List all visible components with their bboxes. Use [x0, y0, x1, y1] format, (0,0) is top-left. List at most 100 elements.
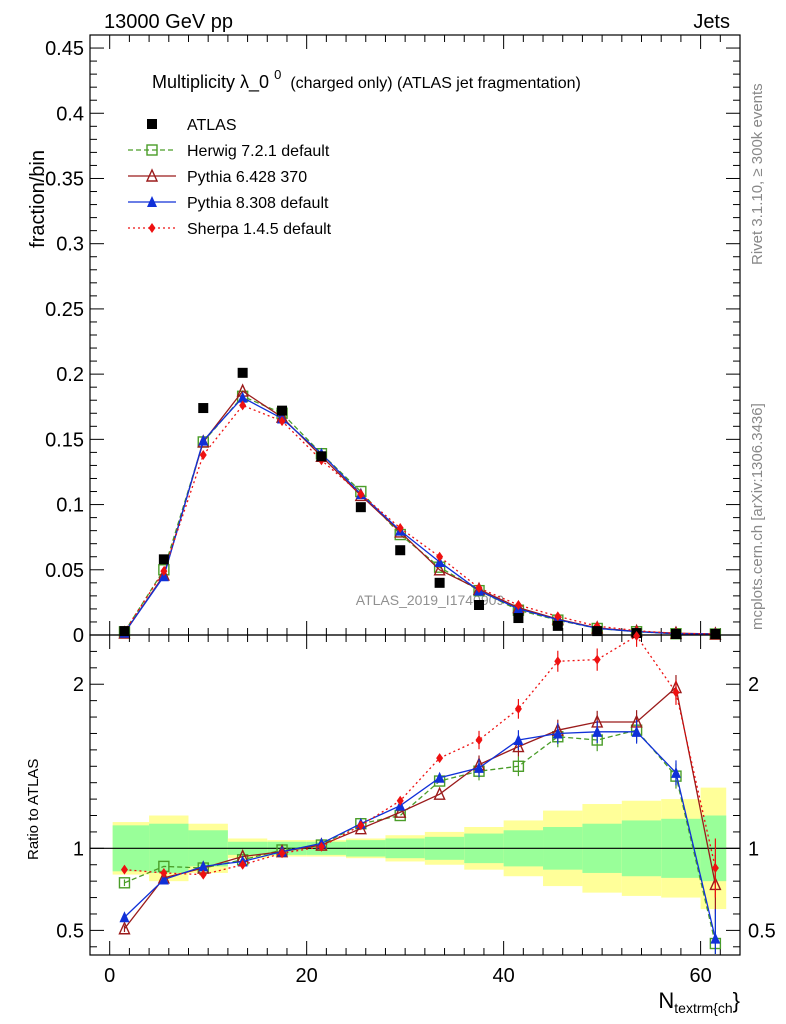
- data-point-atlas: [198, 403, 209, 414]
- data-point-sherpa-1-4-5-default: [160, 566, 168, 577]
- ratio-point-pythia-8-308-default: [158, 873, 169, 885]
- legend-label-atlas: ATLAS: [187, 117, 237, 134]
- ratio-line-sherpa-1-4-5-default: [124, 635, 717, 876]
- ratio-point-pythia-8-308-default: [513, 734, 524, 746]
- data-point-atlas: [474, 600, 485, 610]
- main-y-tick-label: 0.25: [45, 299, 84, 321]
- ratio-point-pythia-8-308-default: [474, 761, 485, 773]
- ratio-point-sherpa-1-4-5-default: [160, 867, 168, 878]
- data-point-atlas: [670, 629, 681, 639]
- ratio-series-group: [118, 631, 722, 954]
- x-tick-label: 20: [296, 965, 318, 987]
- main-y-tick-label: 0.05: [45, 560, 84, 582]
- legend-label-pythia-8-308-default: Pythia 8.308 default: [187, 195, 329, 212]
- data-point-atlas: [710, 629, 721, 639]
- ratio-point-herwig-7-2-1-default: [118, 877, 131, 889]
- data-point-atlas: [513, 613, 524, 624]
- ratio-line-herwig-7-2-1-default: [124, 729, 717, 944]
- ratio-series-pythia-8-308-default: [119, 720, 721, 954]
- data-point-sherpa-1-4-5-default: [554, 611, 562, 622]
- ratio-y-tick-label-right: 2: [748, 674, 759, 696]
- main-y-tick-label: 0.4: [56, 103, 84, 125]
- x-label-subscript: textrm{ch: [674, 1000, 732, 1016]
- ratio-point-sherpa-1-4-5-default: [633, 631, 641, 641]
- data-point-pythia-8-308-default: [237, 391, 248, 403]
- x-tick-label: 0: [104, 965, 115, 987]
- legend-label-sherpa-1-4-5-default: Sherpa 1.4.5 default: [187, 221, 332, 238]
- data-point-sherpa-1-4-5-default: [514, 600, 522, 610]
- ratio-y-axis: 0.5 0.5 1 1 2 2: [56, 650, 776, 948]
- ratio-point-sherpa-1-4-5-default: [278, 848, 286, 859]
- data-point-atlas: [119, 626, 130, 637]
- data-point-atlas: [355, 502, 366, 513]
- ratio-point-sherpa-1-4-5-default: [357, 820, 365, 831]
- ratio-line-pythia-6-428-370: [123, 686, 717, 930]
- ratio-point-sherpa-1-4-5-default: [672, 687, 680, 698]
- data-point-sherpa-1-4-5-default: [357, 489, 365, 500]
- x-label-close: }: [733, 988, 740, 1013]
- ratio-point-sherpa-1-4-5-default: [711, 863, 719, 874]
- analysis-watermark: ATLAS_2019_I1740909: [356, 592, 505, 608]
- data-point-atlas: [395, 545, 406, 556]
- x-axis-label: Ntextrm{ch}: [658, 988, 740, 1016]
- main-y-tick-label: 0.3: [56, 234, 84, 256]
- ratio-point-herwig-7-2-1-default: [512, 760, 525, 772]
- ratio-y-tick-label-right: 1: [748, 838, 759, 860]
- ratio-y-tick-label-right: 0.5: [748, 920, 776, 942]
- ratio-line-pythia-8-308-default: [124, 731, 717, 939]
- data-point-sherpa-1-4-5-default: [475, 583, 483, 594]
- legend-label-pythia-6-428-370: Pythia 6.428 370: [187, 169, 307, 186]
- rivet-version-label: Rivet 3.1.10, ≥ 300k events: [749, 83, 766, 265]
- data-point-sherpa-1-4-5-default: [239, 400, 247, 411]
- main-y-tick-label: 0.1: [56, 495, 84, 517]
- ratio-point-pythia-8-308-default: [434, 771, 445, 783]
- ratio-y-tick-label: 0.5: [56, 920, 84, 942]
- ratio-point-pythia-8-308-default: [710, 932, 721, 944]
- ratio-plot-panel: 0.5 0.5 1 1 2 2 0 20 40 60 Ratio to ATLAS: [25, 631, 776, 987]
- energy-label: 13000 GeV pp: [104, 11, 233, 33]
- data-point-atlas: [552, 620, 563, 631]
- main-y-tick-label: 0.15: [45, 429, 84, 451]
- ratio-point-pythia-8-308-default: [670, 766, 681, 778]
- ratio-point-pythia-6-428-370: [512, 738, 525, 753]
- main-plot-panel: 0 0.05 0.1 0.15 0.2 0.25 0.3 0.35 0.4 0.45 ATLAS_…: [27, 34, 741, 647]
- ratio-point-sherpa-1-4-5-default: [199, 869, 207, 880]
- series-line-sherpa-1-4-5-default: [123, 404, 716, 635]
- ratio-point-sherpa-1-4-5-default: [475, 735, 483, 746]
- ratio-y-tick-label: 1: [73, 838, 84, 860]
- ratio-point-sherpa-1-4-5-default: [239, 859, 247, 870]
- main-y-tick-label: 0.45: [45, 38, 84, 60]
- data-point-sherpa-1-4-5-default: [199, 450, 207, 460]
- ratio-point-sherpa-1-4-5-default: [554, 656, 562, 667]
- legend-marker-pythia-6-428-370: [145, 168, 159, 182]
- ratio-series-sherpa-1-4-5-default: [120, 631, 719, 898]
- x-tick-label: 60: [689, 965, 711, 987]
- ratio-y-tick-label: 2: [73, 674, 84, 696]
- ratio-point-sherpa-1-4-5-default: [514, 703, 522, 714]
- ratio-point-sherpa-1-4-5-default: [317, 841, 325, 852]
- data-point-atlas: [158, 554, 169, 565]
- ratio-point-pythia-6-428-370: [394, 804, 407, 818]
- main-y-axis: 0 0.05 0.1 0.15 0.2 0.25 0.3 0.35 0.4 0.45: [45, 38, 740, 647]
- title-main: Multiplicity λ_0: [152, 72, 269, 93]
- title-superscript: 0: [274, 67, 281, 82]
- ratio-y-axis-label: Ratio to ATLAS: [25, 759, 42, 860]
- ratio-point-pythia-8-308-default: [592, 725, 603, 737]
- main-y-tick-label: 0: [73, 625, 84, 647]
- data-point-atlas: [277, 405, 288, 416]
- x-tick-label: 40: [493, 965, 515, 987]
- main-y-tick-label: 0.2: [56, 364, 84, 386]
- ratio-point-pythia-6-428-370: [433, 786, 446, 800]
- legend-marker-sherpa-1-4-5-default: [148, 223, 156, 233]
- legend: ATLAS Herwig 7.2.1 default Pythia 6.428 37…: [128, 117, 332, 238]
- ratio-point-pythia-8-308-default: [119, 911, 130, 923]
- ratio-point-pythia-6-428-370: [118, 921, 131, 935]
- data-point-pythia-8-308-default: [198, 434, 209, 446]
- x-label-main: N: [658, 988, 674, 1013]
- ratio-plot-frame: [89, 634, 741, 956]
- title-rest: (charged only) (ATLAS jet fragmentation): [290, 75, 581, 92]
- data-point-pythia-6-428-370: [433, 562, 446, 576]
- ratio-point-pythia-8-308-default: [552, 727, 563, 739]
- data-point-atlas: [316, 451, 327, 462]
